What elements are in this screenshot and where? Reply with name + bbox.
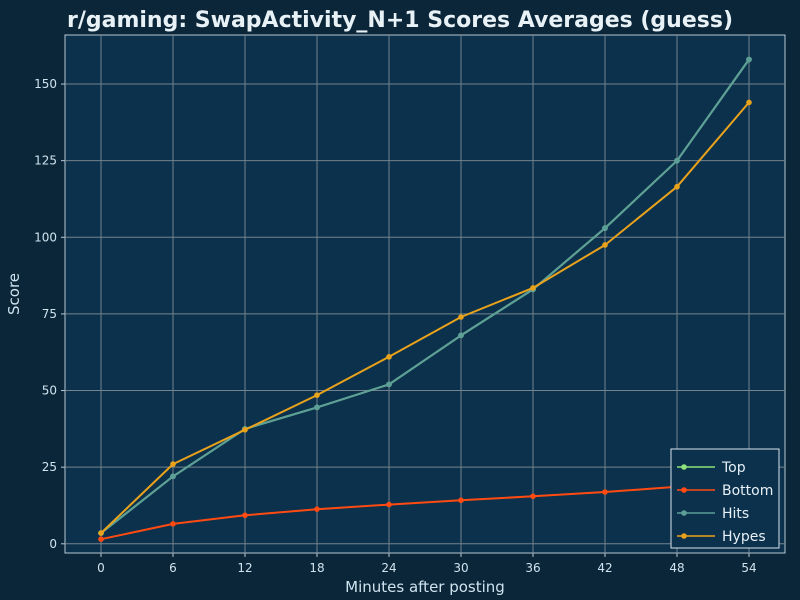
data-point [314, 404, 320, 411]
data-point [746, 56, 752, 63]
data-point [170, 521, 176, 527]
chart-title: r/gaming: SwapActivity_N+1 Scores Averag… [67, 8, 733, 33]
data-point [170, 473, 176, 480]
data-point [602, 489, 608, 495]
legend-label: Bottom [722, 483, 773, 499]
data-point [458, 314, 464, 320]
data-point [314, 506, 320, 512]
legend: Top Bottom Hits Hypes [670, 448, 780, 549]
x-tick-label: 12 [237, 561, 252, 575]
y-tick-label: 150 [34, 77, 57, 91]
series-group [98, 56, 752, 543]
data-point [242, 426, 248, 433]
legend-item: Hypes [677, 529, 766, 545]
data-point [674, 157, 680, 164]
data-point [242, 512, 248, 519]
x-tick-label: 48 [669, 561, 684, 575]
x-tick-label: 0 [97, 561, 105, 575]
x-tick-label: 24 [381, 561, 396, 575]
data-point [530, 285, 536, 291]
legend-label: Hits [722, 506, 749, 522]
legend-item: Top [677, 460, 746, 476]
tick-labels: 0 6 12 18 24 30 36 42 48 54 0 25 50 75 100 125 150 [34, 77, 757, 575]
y-tick-label: 100 [34, 230, 57, 244]
x-tick-label: 6 [169, 561, 177, 575]
data-point [386, 501, 392, 508]
data-point [98, 530, 104, 536]
series-line [100, 101, 750, 534]
data-point [746, 99, 752, 106]
y-axis-label: Score [5, 273, 23, 315]
y-tick-label: 75 [42, 307, 57, 321]
legend-marker [681, 464, 687, 470]
x-tick-label: 54 [741, 561, 756, 575]
x-tick-label: 30 [453, 561, 468, 575]
data-point [602, 225, 608, 231]
legend-label: Hypes [722, 529, 766, 545]
y-tick-label: 125 [34, 154, 57, 168]
series-hypes [98, 99, 752, 536]
legend-item: Hits [677, 506, 749, 522]
x-tick-label: 36 [525, 561, 540, 575]
legend-label: Top [721, 460, 746, 476]
plot-area [64, 34, 786, 554]
data-point [530, 493, 536, 500]
data-point [386, 354, 392, 360]
x-tick-label: 42 [597, 561, 612, 575]
x-axis-label: Minutes after posting [345, 578, 505, 596]
data-point [170, 461, 176, 467]
x-tick-label: 18 [309, 561, 324, 575]
y-tick-label: 0 [49, 537, 57, 551]
legend-marker [681, 533, 687, 539]
series-line [100, 479, 750, 541]
data-point [602, 242, 608, 248]
legend-item: Bottom [677, 483, 773, 499]
data-point [674, 183, 680, 190]
legend-marker [681, 510, 687, 516]
data-point [314, 392, 320, 398]
y-tick-label: 25 [42, 460, 57, 474]
grid [65, 35, 785, 553]
data-point [98, 536, 104, 543]
series-line [100, 58, 750, 534]
y-tick-label: 50 [42, 384, 57, 398]
data-point [386, 381, 392, 388]
data-point [458, 497, 464, 504]
legend-marker [681, 487, 687, 493]
legend-box [670, 448, 780, 549]
data-point [458, 332, 464, 339]
